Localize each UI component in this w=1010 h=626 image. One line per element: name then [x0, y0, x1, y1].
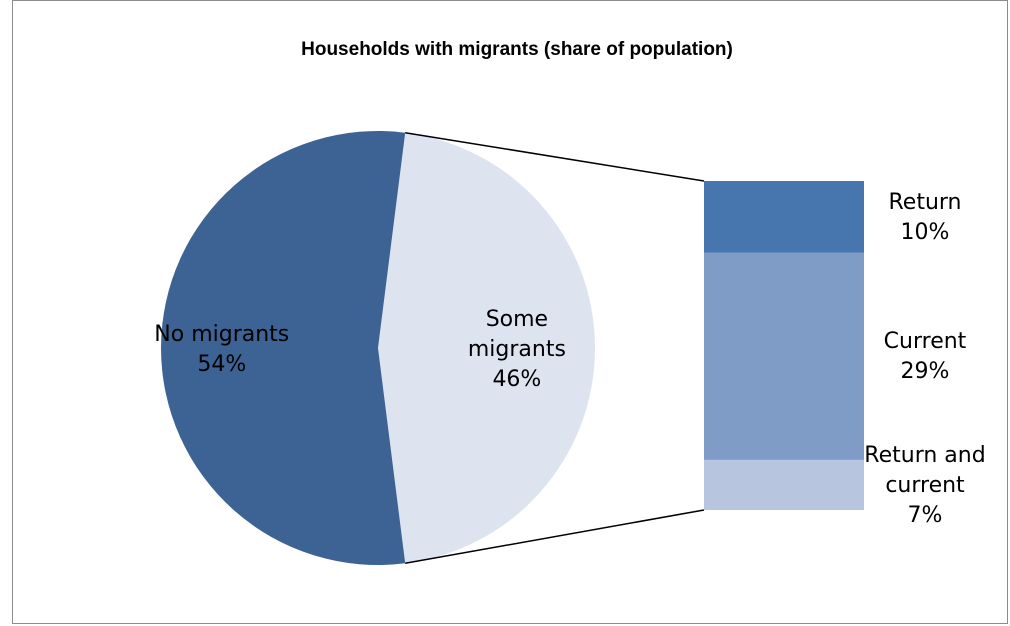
bar-label-current-value: 29%	[901, 359, 950, 384]
connector-line-bottom	[405, 509, 705, 565]
bar-label-return-and-current-line-2: current	[885, 473, 965, 498]
bar-label-return-and-current-value: 7%	[908, 503, 943, 528]
pie-slice-some-migrants	[378, 132, 596, 564]
bar-label-current-line-1: Current	[884, 329, 967, 354]
pie-label-some-migrants-line-2: migrants	[468, 337, 566, 362]
connector-lines	[405, 131, 705, 565]
pie-label-no-migrants-value: 54%	[197, 352, 246, 377]
bar-segment-return	[704, 181, 864, 253]
chart-title: Households with migrants (share of popul…	[301, 39, 733, 60]
bar-label-return-and-current-line-1: Return and	[864, 443, 985, 468]
data-labels: Some migrants 46% No migrants 54% Return 10% Cu…	[154, 190, 985, 528]
connector-line-top	[405, 131, 705, 182]
bar-label-return-line-1: Return	[888, 190, 961, 215]
pie-slice-no-migrants	[161, 130, 406, 565]
bar-label-return-value: 10%	[901, 220, 950, 245]
pie-label-some-migrants-value: 46%	[492, 367, 541, 392]
bar-segment-return-and-current	[704, 459, 864, 510]
pie-label-some-migrants-line-1: Some	[486, 307, 548, 332]
pie-label-no-migrants-line-1: No migrants	[154, 322, 289, 347]
bar-segment-current	[704, 252, 864, 460]
pie	[161, 130, 596, 565]
breakdown-bar	[704, 181, 864, 510]
